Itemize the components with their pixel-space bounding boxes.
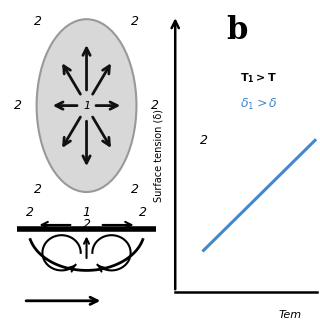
- Ellipse shape: [36, 19, 136, 192]
- Text: Tem: Tem: [278, 310, 302, 320]
- Text: 2: 2: [34, 15, 42, 28]
- Text: 2: 2: [151, 99, 159, 112]
- Text: $\mathbf{T_1 > T}$: $\mathbf{T_1 > T}$: [240, 71, 277, 85]
- Text: Surface tension (δ): Surface tension (δ): [154, 109, 164, 202]
- Text: b: b: [226, 15, 247, 46]
- Text: 2: 2: [200, 134, 207, 147]
- Text: $\delta_1 > \delta$: $\delta_1 > \delta$: [240, 97, 278, 112]
- Text: 2: 2: [14, 99, 22, 112]
- Text: 1: 1: [83, 100, 90, 111]
- Text: 2: 2: [139, 206, 147, 219]
- Text: 2: 2: [34, 183, 42, 196]
- Text: 2: 2: [83, 218, 91, 230]
- Text: 2: 2: [26, 206, 34, 219]
- Text: 2: 2: [131, 15, 139, 28]
- Text: 2: 2: [131, 183, 139, 196]
- Text: 1: 1: [83, 206, 91, 219]
